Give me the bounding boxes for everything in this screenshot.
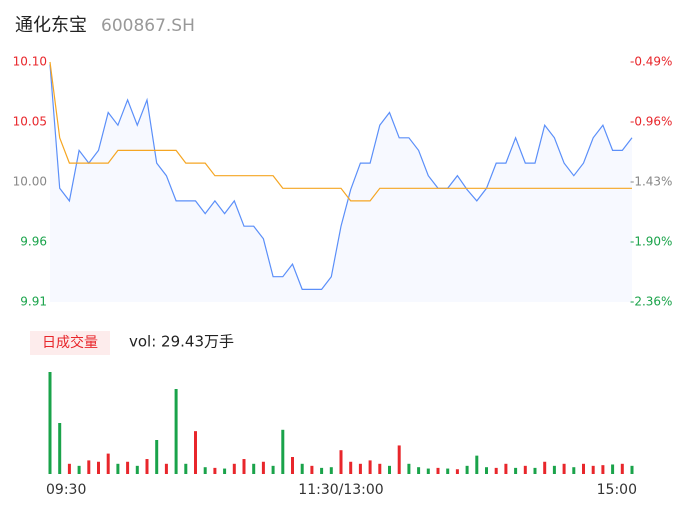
volume-bar — [504, 463, 508, 474]
volume-bar — [611, 464, 615, 474]
volume-bar — [378, 463, 382, 474]
volume-bar — [300, 463, 304, 474]
volume-bar — [223, 468, 227, 474]
volume-bar — [310, 465, 314, 474]
volume-bar — [455, 469, 459, 474]
y2-tick-label: -1.43% — [630, 175, 672, 189]
y-tick-label: 10.10 — [13, 55, 47, 69]
volume-bar — [446, 468, 450, 474]
volume-bar — [417, 467, 421, 474]
volume-bar — [58, 423, 62, 474]
volume-tag — [30, 331, 110, 355]
volume-bar — [174, 389, 178, 474]
volume-bar — [106, 453, 110, 474]
volume-bar — [388, 465, 391, 474]
volume-bar — [591, 465, 595, 474]
stock-code: 600867.SH — [101, 16, 195, 36]
volume-bar — [368, 460, 372, 474]
volume-bar — [213, 467, 217, 474]
volume-bar — [67, 463, 71, 474]
volume-bar — [397, 445, 401, 474]
y-tick-label: 10.05 — [13, 115, 47, 129]
volume-bar — [232, 463, 236, 474]
volume-bar — [145, 459, 149, 474]
volume-bar — [562, 463, 566, 474]
volume-bar — [572, 467, 576, 474]
volume-bar — [320, 467, 324, 474]
volume-bar — [543, 461, 547, 474]
volume-bar — [184, 463, 188, 474]
y-tick-label: 9.91 — [20, 295, 47, 309]
y2-tick-label: -0.49% — [630, 55, 672, 69]
volume-bar — [494, 467, 498, 474]
stock-name: 通化东宝 — [15, 15, 87, 36]
y2-tick-label: -0.96% — [630, 115, 672, 129]
y2-tick-label: -1.90% — [630, 235, 672, 249]
volume-bar — [329, 467, 333, 474]
volume-bar — [135, 465, 139, 474]
volume-bar — [194, 431, 197, 474]
price-line — [49, 64, 633, 290]
y-tick-label: 9.96 — [20, 235, 47, 249]
volume-bar — [271, 465, 275, 474]
volume-bar — [620, 463, 624, 474]
volume-bar — [465, 465, 469, 474]
volume-bar — [164, 463, 168, 474]
volume-bar — [533, 467, 537, 474]
volume-bar — [77, 465, 81, 474]
x-tick-label: 11:30/13:00 — [298, 482, 383, 498]
volume-bar — [349, 461, 353, 474]
volume-bar — [252, 463, 256, 474]
volume-label: 日成交量 — [42, 334, 98, 351]
volume-bar — [97, 461, 100, 474]
volume-bar — [87, 460, 91, 474]
volume-total: vol: 29.43万手 — [129, 333, 234, 351]
volume-bar — [242, 459, 246, 474]
volume-bar — [261, 461, 265, 474]
y-tick-label: 10.00 — [13, 175, 47, 189]
x-tick-label: 15:00 — [597, 482, 637, 498]
volume-bar — [126, 461, 130, 474]
volume-bar — [436, 467, 440, 474]
volume-bar — [601, 465, 605, 474]
volume-bar — [582, 463, 585, 474]
x-tick-label: 09:30 — [46, 482, 86, 498]
volume-bar — [291, 457, 294, 474]
volume-bar — [426, 468, 430, 474]
volume-bar — [475, 455, 479, 474]
volume-bar — [407, 463, 411, 474]
volume-bar — [630, 465, 634, 474]
volume-bar — [358, 463, 362, 474]
price-area — [50, 64, 632, 302]
volume-bar — [552, 465, 556, 474]
volume-bar — [203, 467, 207, 474]
volume-bar — [485, 467, 488, 474]
y2-tick-label: -2.36% — [630, 295, 672, 309]
average-line — [49, 61, 632, 202]
volume-bar — [523, 465, 527, 474]
volume-bar — [155, 440, 159, 474]
volume-bar — [514, 467, 518, 474]
volume-bar — [339, 450, 343, 474]
volume-bar — [48, 372, 52, 474]
volume-bar — [281, 429, 285, 474]
volume-bar — [116, 463, 120, 474]
